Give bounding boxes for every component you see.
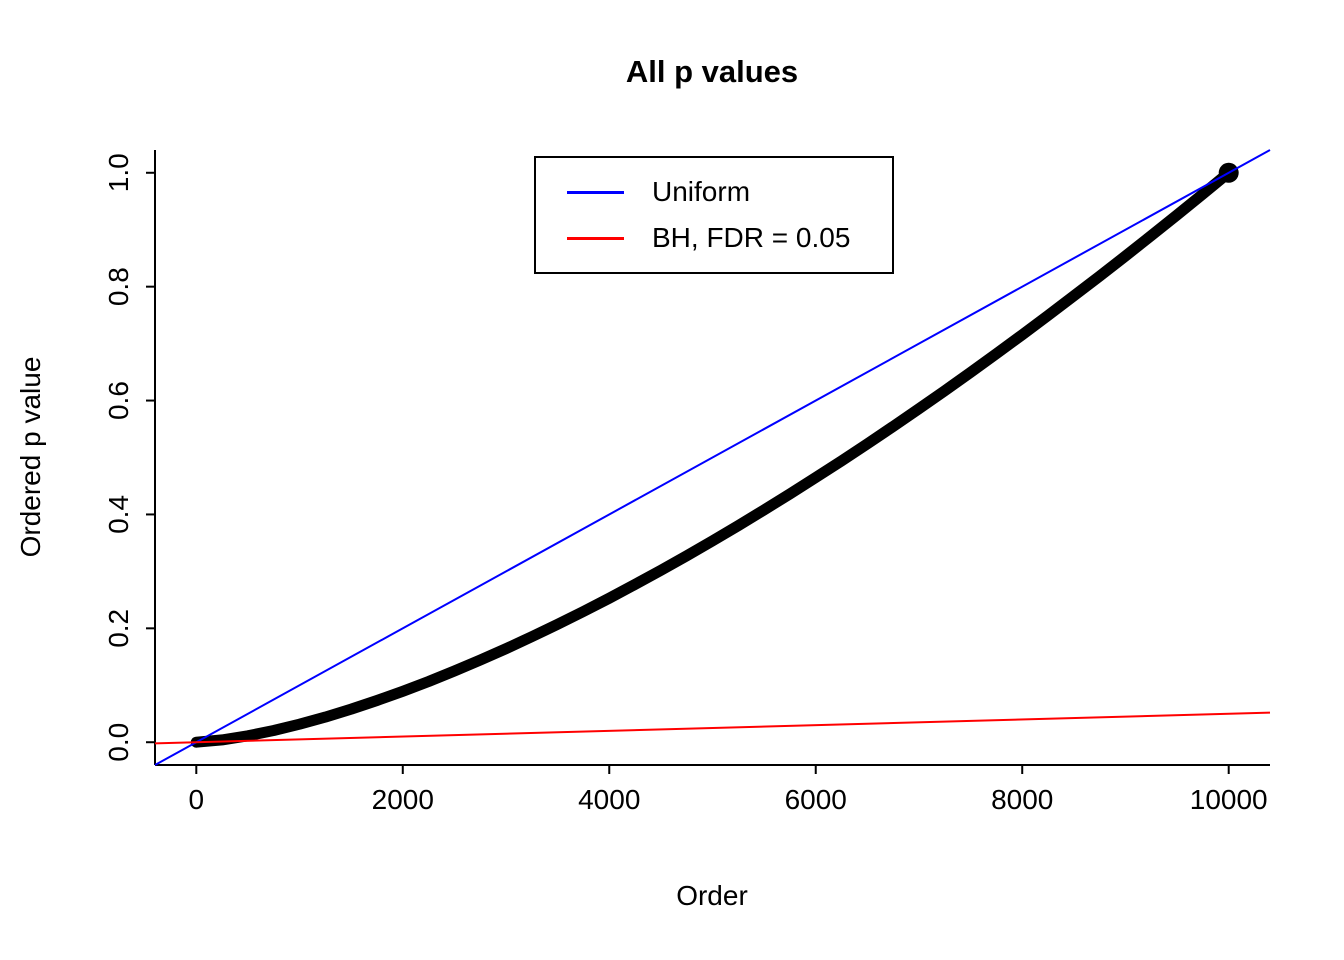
chart-title: All p values xyxy=(626,54,798,89)
x-tick-label: 2000 xyxy=(372,784,434,815)
uniform-line xyxy=(154,149,1271,766)
y-tick-label: 0.4 xyxy=(103,495,134,534)
x-tick-label: 4000 xyxy=(578,784,640,815)
plot-layer: 0 2000 4000 6000 8000 10000 0.0 0.2 0.4 0.6 0.8 1.0 xyxy=(103,149,1271,815)
legend-line-bh-fdr-icon xyxy=(567,236,624,240)
x-tick-label: 10000 xyxy=(1190,784,1268,815)
y-tick-label: 0.0 xyxy=(103,723,134,762)
x-tick-label: 0 xyxy=(189,784,205,815)
y-tick-label: 0.8 xyxy=(103,267,134,306)
x-axis-label: Order xyxy=(676,880,748,911)
y-tick-label: 1.0 xyxy=(103,153,134,192)
bh-fdr-line xyxy=(154,711,1271,745)
legend: Uniform BH, FDR = 0.05 xyxy=(534,156,894,274)
x-tick-label: 8000 xyxy=(991,784,1053,815)
legend-line-uniform-icon xyxy=(567,190,624,194)
legend-label-uniform: Uniform xyxy=(652,176,751,207)
pvalue-curve xyxy=(190,167,1235,748)
legend-label-bh-fdr: BH, FDR = 0.05 xyxy=(652,222,851,253)
y-axis-label: Ordered p value xyxy=(15,357,46,558)
legend-item-uniform: Uniform xyxy=(567,169,892,215)
y-tick-label: 0.6 xyxy=(103,381,134,420)
legend-item-bh-fdr: BH, FDR = 0.05 xyxy=(567,215,892,261)
y-tick-label: 0.2 xyxy=(103,609,134,648)
x-tick-label: 6000 xyxy=(785,784,847,815)
